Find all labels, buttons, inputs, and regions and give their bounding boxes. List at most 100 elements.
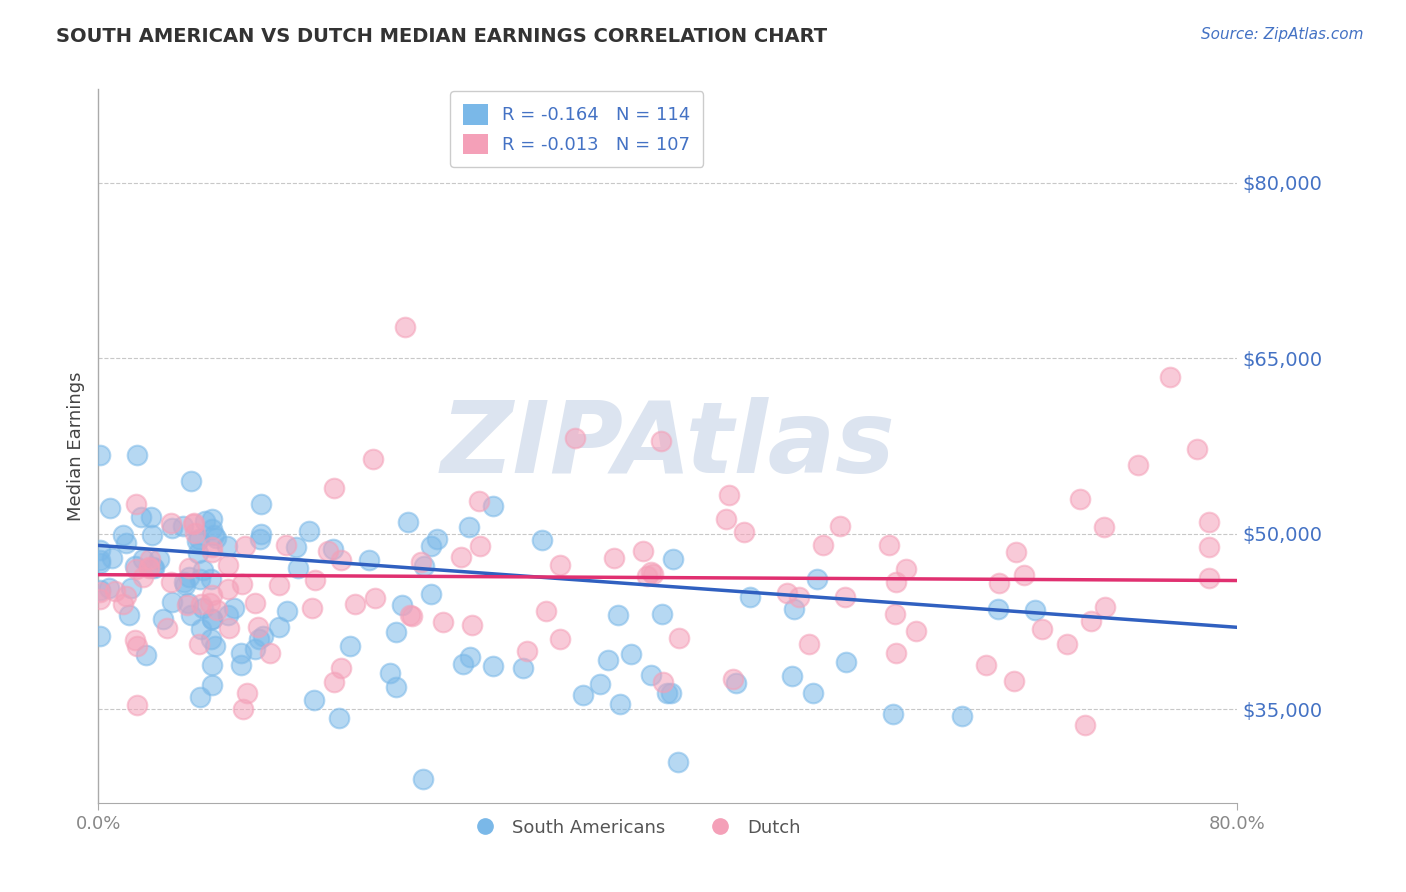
Point	[603, 551, 626, 566]
Point	[201, 588, 224, 602]
Point	[401, 609, 423, 624]
Point	[1056, 637, 1078, 651]
Point	[89, 553, 111, 567]
Point	[1002, 674, 1025, 689]
Point	[329, 660, 352, 674]
Point	[224, 601, 246, 615]
Point	[180, 607, 202, 622]
Point	[385, 680, 408, 694]
Point	[740, 590, 762, 604]
Point	[201, 544, 224, 558]
Point	[470, 539, 492, 553]
Point	[89, 585, 111, 599]
Point	[298, 524, 321, 538]
Text: Source: ZipAtlas.com: Source: ZipAtlas.com	[1201, 27, 1364, 42]
Point	[884, 574, 907, 589]
Point	[787, 591, 810, 605]
Point	[132, 551, 155, 566]
Point	[184, 525, 207, 540]
Point	[229, 657, 252, 672]
Point	[620, 647, 643, 661]
Text: SOUTH AMERICAN VS DUTCH MEDIAN EARNINGS CORRELATION CHART: SOUTH AMERICAN VS DUTCH MEDIAN EARNINGS …	[56, 27, 827, 45]
Point	[361, 452, 384, 467]
Point	[877, 538, 900, 552]
Point	[666, 756, 689, 770]
Point	[89, 542, 111, 557]
Point	[187, 546, 209, 560]
Point	[217, 558, 239, 573]
Point	[89, 448, 111, 462]
Point	[1014, 567, 1036, 582]
Point	[783, 602, 806, 616]
Point	[112, 528, 135, 542]
Point	[457, 520, 479, 534]
Point	[249, 632, 271, 647]
Point	[287, 561, 309, 575]
Point	[89, 629, 111, 643]
Point	[284, 541, 307, 555]
Point	[536, 604, 558, 618]
Point	[125, 497, 148, 511]
Point	[482, 659, 505, 673]
Point	[548, 632, 571, 647]
Point	[596, 653, 619, 667]
Point	[142, 560, 165, 574]
Point	[516, 644, 538, 658]
Point	[987, 576, 1010, 591]
Point	[111, 597, 134, 611]
Point	[385, 624, 408, 639]
Point	[204, 531, 226, 545]
Point	[1074, 718, 1097, 732]
Point	[1187, 442, 1209, 456]
Point	[1198, 570, 1220, 584]
Point	[114, 536, 136, 550]
Point	[721, 672, 744, 686]
Point	[160, 521, 183, 535]
Point	[1080, 614, 1102, 628]
Point	[276, 604, 298, 618]
Point	[204, 640, 226, 654]
Point	[1198, 540, 1220, 554]
Point	[432, 615, 454, 629]
Point	[125, 448, 148, 462]
Point	[269, 578, 291, 592]
Point	[780, 668, 803, 682]
Point	[412, 772, 434, 787]
Point	[201, 612, 224, 626]
Point	[217, 582, 239, 596]
Point	[232, 702, 254, 716]
Point	[231, 646, 253, 660]
Point	[191, 563, 214, 577]
Point	[806, 573, 828, 587]
Point	[215, 540, 238, 554]
Point	[482, 499, 505, 513]
Point	[589, 677, 612, 691]
Legend: South Americans, Dutch: South Americans, Dutch	[460, 812, 807, 844]
Point	[834, 590, 856, 604]
Text: ZIPAtlas: ZIPAtlas	[440, 398, 896, 494]
Point	[643, 566, 665, 581]
Point	[173, 574, 195, 589]
Point	[172, 519, 194, 533]
Point	[201, 657, 224, 672]
Point	[453, 657, 475, 672]
Point	[828, 519, 851, 533]
Point	[129, 510, 152, 524]
Point	[138, 561, 160, 575]
Point	[531, 533, 554, 547]
Point	[322, 674, 344, 689]
Point	[302, 692, 325, 706]
Point	[571, 688, 593, 702]
Point	[834, 655, 856, 669]
Point	[1126, 458, 1149, 472]
Point	[89, 591, 111, 606]
Point	[328, 711, 350, 725]
Point	[160, 575, 183, 590]
Point	[198, 596, 221, 610]
Point	[141, 528, 163, 542]
Point	[138, 560, 160, 574]
Point	[249, 497, 271, 511]
Point	[322, 541, 344, 556]
Point	[894, 561, 917, 575]
Point	[659, 686, 682, 700]
